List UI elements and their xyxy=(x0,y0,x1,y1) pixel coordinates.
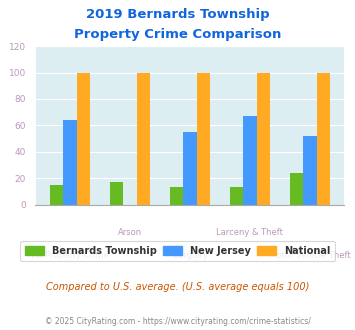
Bar xyxy=(317,73,330,205)
Bar xyxy=(290,173,303,205)
Text: Burglary: Burglary xyxy=(172,251,208,260)
Bar xyxy=(197,73,210,205)
Bar xyxy=(183,132,197,205)
Text: Compared to U.S. average. (U.S. average equals 100): Compared to U.S. average. (U.S. average … xyxy=(46,282,309,292)
Bar xyxy=(110,182,123,205)
Text: Arson: Arson xyxy=(118,228,142,237)
Legend: Bernards Township, New Jersey, National: Bernards Township, New Jersey, National xyxy=(20,241,335,261)
Bar xyxy=(77,73,90,205)
Bar xyxy=(137,73,150,205)
Bar xyxy=(170,187,183,205)
Text: Property Crime Comparison: Property Crime Comparison xyxy=(74,28,281,41)
Bar xyxy=(303,136,317,205)
Text: Larceny & Theft: Larceny & Theft xyxy=(217,228,283,237)
Bar xyxy=(63,120,77,205)
Bar xyxy=(257,73,270,205)
Bar xyxy=(230,187,243,205)
Bar xyxy=(50,185,63,205)
Text: Motor Vehicle Theft: Motor Vehicle Theft xyxy=(269,251,351,260)
Text: © 2025 CityRating.com - https://www.cityrating.com/crime-statistics/: © 2025 CityRating.com - https://www.city… xyxy=(45,317,310,326)
Bar xyxy=(243,116,257,205)
Text: 2019 Bernards Township: 2019 Bernards Township xyxy=(86,8,269,21)
Text: All Property Crime: All Property Crime xyxy=(32,251,108,260)
